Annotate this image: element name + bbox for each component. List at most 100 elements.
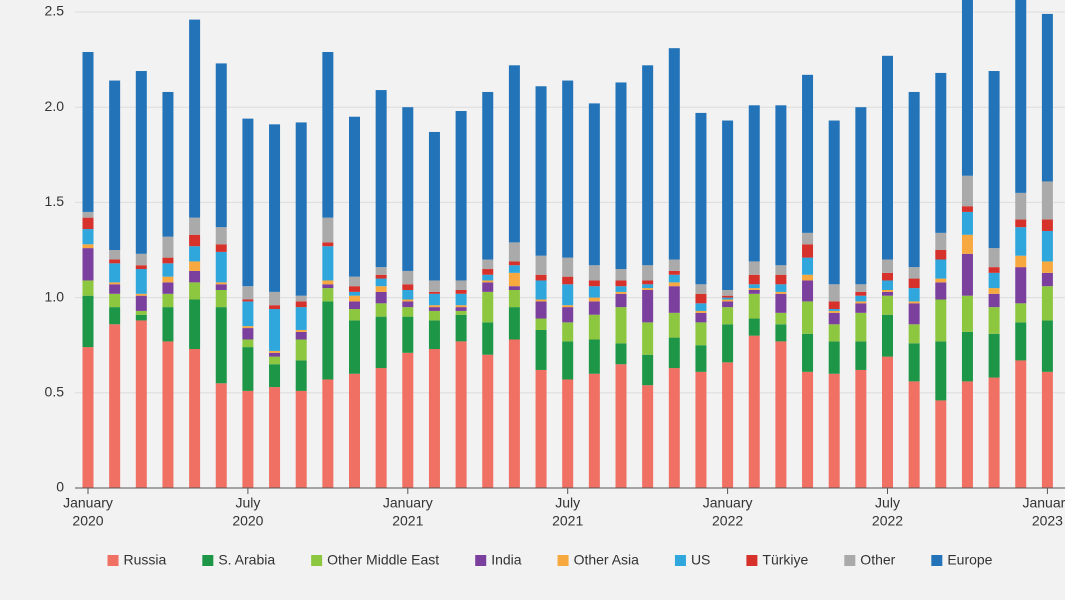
- bar-segment: [828, 309, 840, 311]
- bar-segment: [828, 324, 840, 342]
- bar-segment: [1015, 322, 1027, 361]
- bar-segment: [882, 55, 893, 260]
- bar-segment: [189, 349, 201, 488]
- bar-segment: [455, 341, 467, 488]
- bar-segment: [269, 350, 281, 353]
- bar-segment: [508, 286, 520, 290]
- bar-segment: [189, 234, 201, 247]
- bar-segment: [109, 324, 121, 488]
- bar-segment: [135, 265, 147, 270]
- bar-segment: [215, 244, 227, 252]
- bar-segment: [135, 71, 147, 254]
- bar-segment: [508, 307, 520, 340]
- bar-segment: [508, 261, 520, 266]
- bar-segment: [428, 307, 440, 311]
- bar-segment: [722, 362, 734, 488]
- bar-segment: [748, 293, 760, 319]
- bar-segment: [189, 19, 201, 218]
- bar-segment: [215, 251, 227, 283]
- bar-segment: [908, 288, 920, 302]
- bar-segment: [269, 387, 281, 488]
- bar-segment: [322, 301, 334, 380]
- bar-segment: [748, 274, 760, 285]
- bar-segment: [109, 263, 121, 283]
- bar-segment: [588, 103, 600, 266]
- bar-segment: [588, 297, 600, 302]
- x-tick-label: January: [63, 495, 113, 511]
- bar-segment: [1041, 181, 1053, 220]
- y-tick-label: 2.5: [45, 3, 65, 19]
- bar-segment: [802, 333, 814, 372]
- bar-segment: [908, 324, 920, 344]
- bar-segment: [535, 86, 547, 256]
- bar-segment: [828, 341, 840, 374]
- bar-segment: [535, 301, 547, 319]
- bar-segment: [455, 314, 467, 342]
- bar-segment: [882, 295, 893, 315]
- bar-segment: [428, 280, 440, 292]
- bar-segment: [642, 322, 654, 355]
- bar-segment: [162, 263, 174, 277]
- bar-segment: [455, 307, 467, 311]
- bar-segment: [295, 307, 307, 330]
- bar-segment: [402, 299, 414, 302]
- bar-segment: [615, 269, 627, 281]
- bar-segment: [82, 295, 94, 348]
- bar-segment: [855, 295, 867, 302]
- bar-segment: [135, 269, 147, 294]
- bar-segment: [162, 276, 174, 283]
- bar-segment: [535, 299, 547, 302]
- bar-segment: [375, 274, 387, 279]
- bar-segment: [908, 267, 920, 279]
- x-tick-label: 2022: [712, 513, 743, 529]
- bar-segment: [375, 286, 387, 292]
- bar-segment: [588, 373, 600, 488]
- bar-segment: [988, 71, 1000, 249]
- bar-segment: [375, 90, 387, 268]
- bar-segment: [722, 289, 734, 296]
- bar-segment: [82, 229, 94, 245]
- bar-segment: [242, 328, 254, 340]
- bar-segment: [402, 316, 414, 353]
- bar-segment: [1015, 227, 1027, 256]
- x-tick-label: 2021: [392, 513, 423, 529]
- bar-segment: [322, 242, 334, 247]
- bar-segment: [615, 82, 627, 270]
- bar-segment: [802, 232, 814, 245]
- bar-segment: [322, 217, 334, 243]
- bar-segment: [162, 236, 174, 258]
- bar-segment: [775, 284, 787, 292]
- bar-segment: [455, 310, 467, 315]
- bar-segment: [189, 261, 201, 271]
- bar-segment: [189, 299, 201, 350]
- bar-segment: [482, 269, 494, 275]
- bar-segment: [269, 352, 281, 357]
- bar-segment: [1041, 261, 1053, 273]
- bar-segment: [242, 118, 254, 287]
- bar-segment: [508, 242, 520, 262]
- bar-segment: [908, 278, 920, 289]
- bar-segment: [908, 303, 920, 325]
- bar-segment: [1015, 0, 1027, 193]
- bar-segment: [775, 291, 787, 294]
- bar-segment: [668, 312, 680, 338]
- bar-segment: [322, 246, 334, 281]
- bar-segment: [428, 349, 440, 488]
- bar-segment: [722, 299, 734, 302]
- x-tick-label: 2020: [232, 513, 263, 529]
- bar-segment: [1015, 303, 1027, 323]
- bar-segment: [295, 122, 307, 296]
- bar-segment: [961, 381, 973, 488]
- legend-label: US: [691, 552, 710, 568]
- bar-segment: [748, 284, 760, 289]
- bar-segment: [402, 301, 414, 308]
- y-tick-label: 2.0: [45, 98, 65, 114]
- bar-segment: [455, 289, 467, 294]
- bar-segment: [615, 343, 627, 365]
- bar-segment: [828, 284, 840, 302]
- bar-segment: [722, 324, 734, 363]
- bar-segment: [189, 246, 201, 262]
- bar-segment: [428, 310, 440, 321]
- bar-segment: [109, 282, 121, 285]
- bar-segment: [535, 329, 547, 370]
